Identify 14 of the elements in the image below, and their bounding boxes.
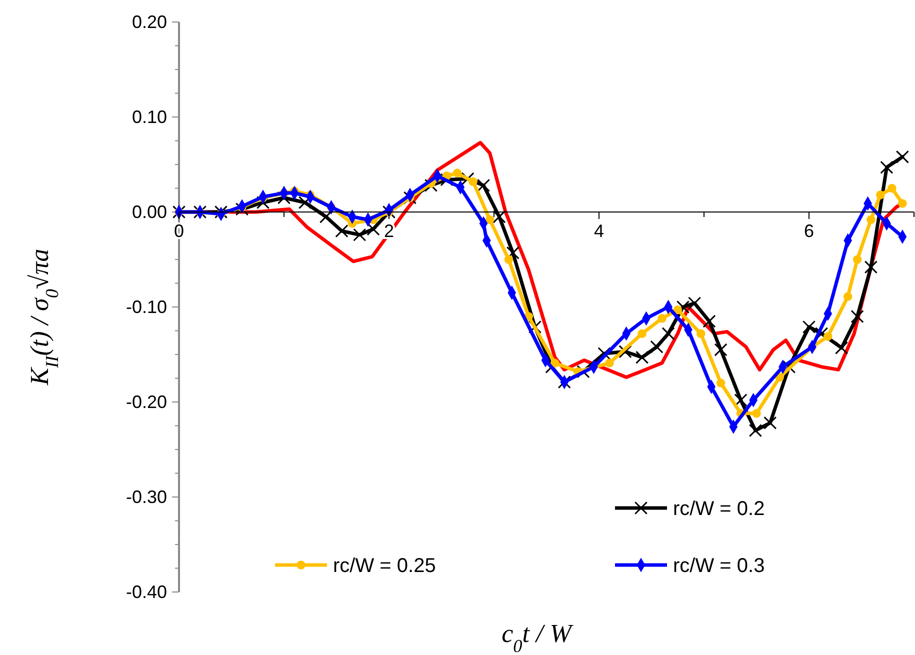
x-tick-label: 0 xyxy=(174,220,184,241)
legend-label: rc/W = 0.25 xyxy=(333,555,436,577)
legend-label: rc/W = 0.3 xyxy=(673,555,765,577)
x-tick-label: 4 xyxy=(594,220,604,241)
x-axis-title: c$_{0}$t / W xyxy=(502,619,574,655)
y-tick-label: -0.10 xyxy=(126,296,167,317)
x-tick-label: 6 xyxy=(804,220,814,241)
y-tick-label: 0.10 xyxy=(132,106,167,127)
y-tick-label: 0.00 xyxy=(132,202,167,222)
y-tick-label: 0.20 xyxy=(132,12,167,32)
legend-label: rc/W = 0.2 xyxy=(673,498,765,520)
y-tick-label: -0.40 xyxy=(126,582,167,602)
y-tick-label: -0.30 xyxy=(126,486,167,507)
y-tick-label: -0.20 xyxy=(126,392,167,412)
